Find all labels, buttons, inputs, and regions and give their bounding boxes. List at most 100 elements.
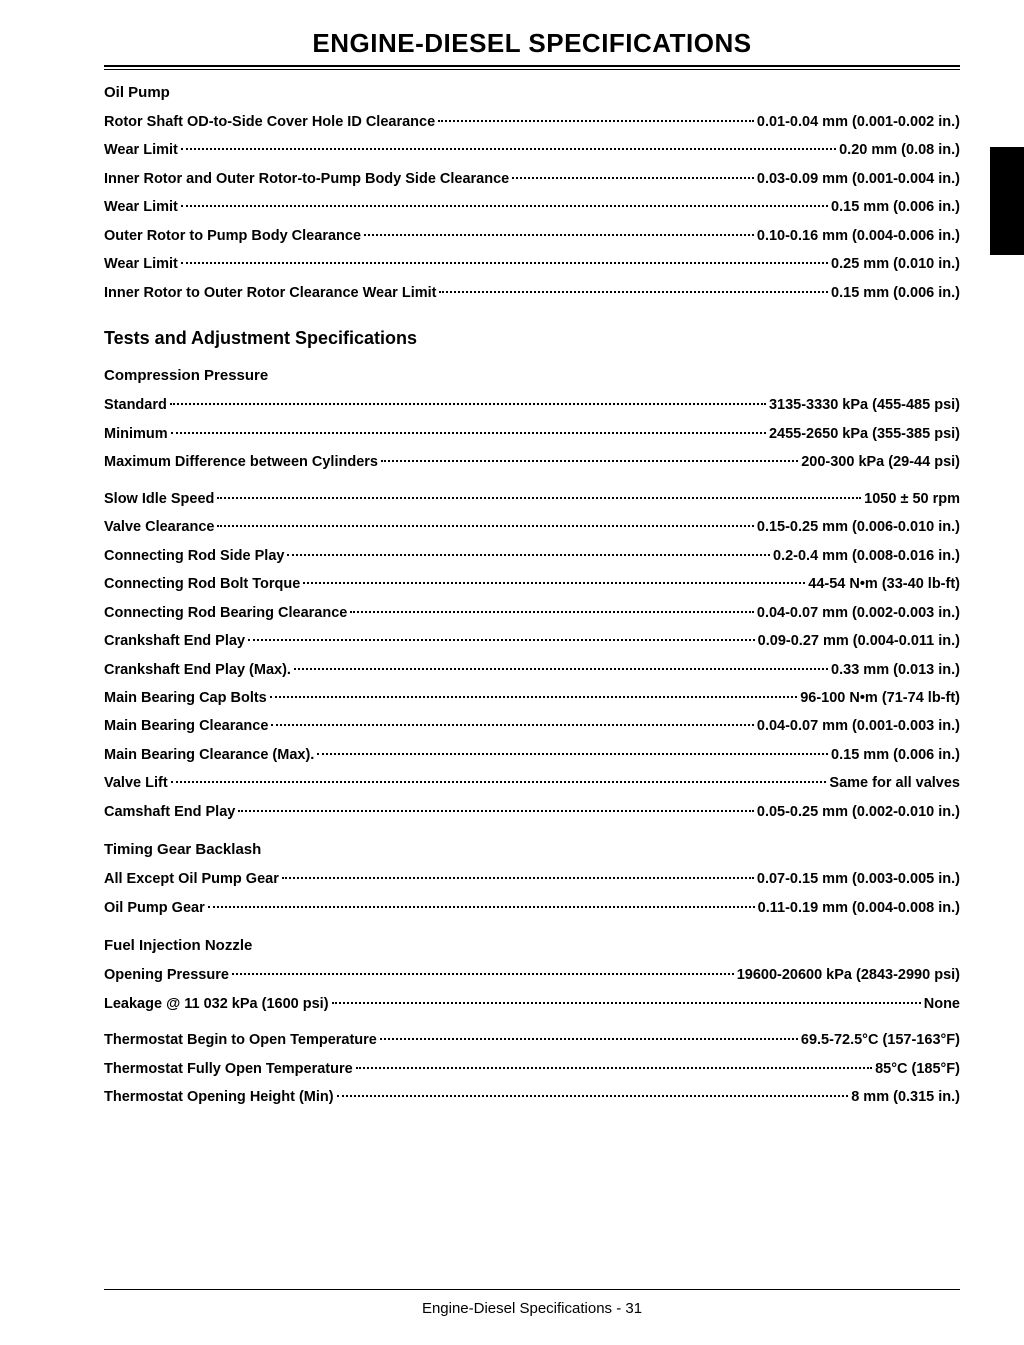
- spec-value: 0.11-0.19 mm (0.004-0.008 in.): [758, 897, 960, 919]
- spec-row: All Except Oil Pump Gear 0.07-0.15 mm (0.…: [104, 868, 960, 890]
- leader-dots: [282, 877, 754, 879]
- spec-row: Main Bearing Clearance 0.04-0.07 mm (0.00…: [104, 715, 960, 737]
- oil-pump-heading: Oil Pump: [104, 84, 960, 101]
- spec-label: Wear Limit: [104, 253, 178, 275]
- leader-dots: [380, 1038, 798, 1040]
- spec-label: Opening Pressure: [104, 964, 229, 986]
- spec-label: Thermostat Begin to Open Temperature: [104, 1029, 377, 1051]
- spec-value: 1050 ± 50 rpm: [864, 488, 960, 510]
- spec-label: Connecting Rod Bolt Torque: [104, 573, 300, 595]
- spec-value: 0.04-0.07 mm (0.001-0.003 in.): [757, 715, 960, 737]
- spec-row: Connecting Rod Bolt Torque 44-54 N•m (33-…: [104, 573, 960, 595]
- spec-value: 0.33 mm (0.013 in.): [831, 659, 960, 681]
- spec-label: Valve Clearance: [104, 516, 214, 538]
- spec-value: 200-300 kPa (29-44 psi): [801, 451, 960, 473]
- spec-label: Valve Lift: [104, 772, 168, 794]
- spec-label: Main Bearing Clearance (Max).: [104, 744, 314, 766]
- spec-label: Crankshaft End Play: [104, 630, 245, 652]
- backlash-list: All Except Oil Pump Gear 0.07-0.15 mm (0.…: [104, 868, 960, 919]
- spec-value: 3135-3330 kPa (455-485 psi): [769, 394, 960, 416]
- spec-row: Minimum2455-2650 kPa (355-385 psi): [104, 423, 960, 445]
- leader-dots: [364, 234, 754, 236]
- spec-row: Oil Pump Gear0.11-0.19 mm (0.004-0.008 i…: [104, 897, 960, 919]
- spec-row: Thermostat Fully Open Temperature85°C (1…: [104, 1058, 960, 1080]
- spec-value: 0.01-0.04 mm (0.001-0.002 in.): [757, 111, 960, 133]
- spec-label: Outer Rotor to Pump Body Clearance: [104, 225, 361, 247]
- spec-value: None: [924, 993, 960, 1015]
- leader-dots: [217, 525, 753, 527]
- spec-row: Opening Pressure19600-20600 kPa (2843-29…: [104, 964, 960, 986]
- leader-dots: [317, 753, 828, 755]
- spec-value: 0.04-0.07 mm (0.002-0.003 in.): [757, 602, 960, 624]
- leader-dots: [232, 973, 734, 975]
- spec-row: Wear Limit0.15 mm (0.006 in.): [104, 196, 960, 218]
- leader-dots: [170, 403, 766, 405]
- spec-row: Connecting Rod Bearing Clearance 0.04-0.0…: [104, 602, 960, 624]
- spec-value: 44-54 N•m (33-40 lb-ft): [808, 573, 960, 595]
- leader-dots: [356, 1067, 872, 1069]
- leader-dots: [287, 554, 770, 556]
- spec-label: Main Bearing Cap Bolts: [104, 687, 267, 709]
- leader-dots: [512, 177, 754, 179]
- spec-label: Connecting Rod Side Play: [104, 545, 284, 567]
- leader-dots: [271, 724, 753, 726]
- spec-value: 0.15 mm (0.006 in.): [831, 744, 960, 766]
- page-footer: Engine-Diesel Specifications - 31: [104, 1300, 960, 1317]
- nozzle-heading: Fuel Injection Nozzle: [104, 937, 960, 954]
- leader-dots: [439, 291, 828, 293]
- spec-row: Connecting Rod Side Play 0.2-0.4 mm (0.00…: [104, 545, 960, 567]
- leader-dots: [332, 1002, 921, 1004]
- leader-dots: [217, 497, 861, 499]
- spec-row: Camshaft End Play0.05-0.25 mm (0.002-0.0…: [104, 801, 960, 823]
- spec-value: 0.10-0.16 mm (0.004-0.006 in.): [757, 225, 960, 247]
- spec-label: Main Bearing Clearance: [104, 715, 268, 737]
- spec-label: Camshaft End Play: [104, 801, 235, 823]
- spec-value: 69.5-72.5°C (157-163°F): [801, 1029, 960, 1051]
- spec-row: Maximum Difference between Cylinders 200-…: [104, 451, 960, 473]
- spec-label: All Except Oil Pump Gear: [104, 868, 279, 890]
- leader-dots: [171, 432, 766, 434]
- title-rule: [104, 65, 960, 70]
- spec-row: Wear Limit 0.25 mm (0.010 in.): [104, 253, 960, 275]
- spec-row: Crankshaft End Play (Max). 0.33 mm (0.013…: [104, 659, 960, 681]
- spec-row: Inner Rotor and Outer Rotor-to-Pump Body…: [104, 168, 960, 190]
- leader-dots: [208, 906, 755, 908]
- spec-row: Thermostat Opening Height (Min)8 mm (0.3…: [104, 1086, 960, 1108]
- spec-label: Connecting Rod Bearing Clearance: [104, 602, 347, 624]
- spec-row: Leakage @ 11 032 kPa (1600 psi) None: [104, 993, 960, 1015]
- general-list: Slow Idle Speed1050 ± 50 rpm Valve Clear…: [104, 488, 960, 824]
- spec-row: Main Bearing Clearance (Max). 0.15 mm (0.…: [104, 744, 960, 766]
- leader-dots: [181, 262, 828, 264]
- spec-label: Leakage @ 11 032 kPa (1600 psi): [104, 993, 329, 1015]
- leader-dots: [438, 120, 754, 122]
- side-tab: [990, 147, 1024, 255]
- spec-value: 0.15 mm (0.006 in.): [831, 282, 960, 304]
- spec-value: 85°C (185°F): [875, 1058, 960, 1080]
- page-title: ENGINE-DIESEL SPECIFICATIONS: [104, 28, 960, 59]
- spec-value: 0.09-0.27 mm (0.004-0.011 in.): [758, 630, 960, 652]
- leader-dots: [181, 205, 828, 207]
- tests-heading: Tests and Adjustment Specifications: [104, 328, 960, 349]
- spec-label: Maximum Difference between Cylinders: [104, 451, 378, 473]
- spec-label: Crankshaft End Play (Max).: [104, 659, 291, 681]
- leader-dots: [171, 781, 827, 783]
- nozzle-list: Opening Pressure19600-20600 kPa (2843-29…: [104, 964, 960, 1015]
- spec-row: Rotor Shaft OD-to-Side Cover Hole ID Cle…: [104, 111, 960, 133]
- spec-value: 0.20 mm (0.08 in.): [839, 139, 960, 161]
- oil-pump-list: Rotor Shaft OD-to-Side Cover Hole ID Cle…: [104, 111, 960, 304]
- spec-row: Outer Rotor to Pump Body Clearance 0.10-0…: [104, 225, 960, 247]
- leader-dots: [350, 611, 754, 613]
- spec-value: 0.2-0.4 mm (0.008-0.016 in.): [773, 545, 960, 567]
- spec-row: Valve LiftSame for all valves: [104, 772, 960, 794]
- leader-dots: [337, 1095, 849, 1097]
- compression-heading: Compression Pressure: [104, 367, 960, 384]
- spec-value: 96-100 N•m (71-74 lb-ft): [800, 687, 960, 709]
- footer-rule: [104, 1289, 960, 1300]
- spec-row: Main Bearing Cap Bolts 96-100 N•m (71-74 …: [104, 687, 960, 709]
- leader-dots: [303, 582, 805, 584]
- spec-label: Wear Limit: [104, 139, 178, 161]
- thermostat-list: Thermostat Begin to Open Temperature 69.5…: [104, 1029, 960, 1108]
- spec-value: 0.07-0.15 mm (0.003-0.005 in.): [757, 868, 960, 890]
- spec-label: Rotor Shaft OD-to-Side Cover Hole ID Cle…: [104, 111, 435, 133]
- spec-value: 0.25 mm (0.010 in.): [831, 253, 960, 275]
